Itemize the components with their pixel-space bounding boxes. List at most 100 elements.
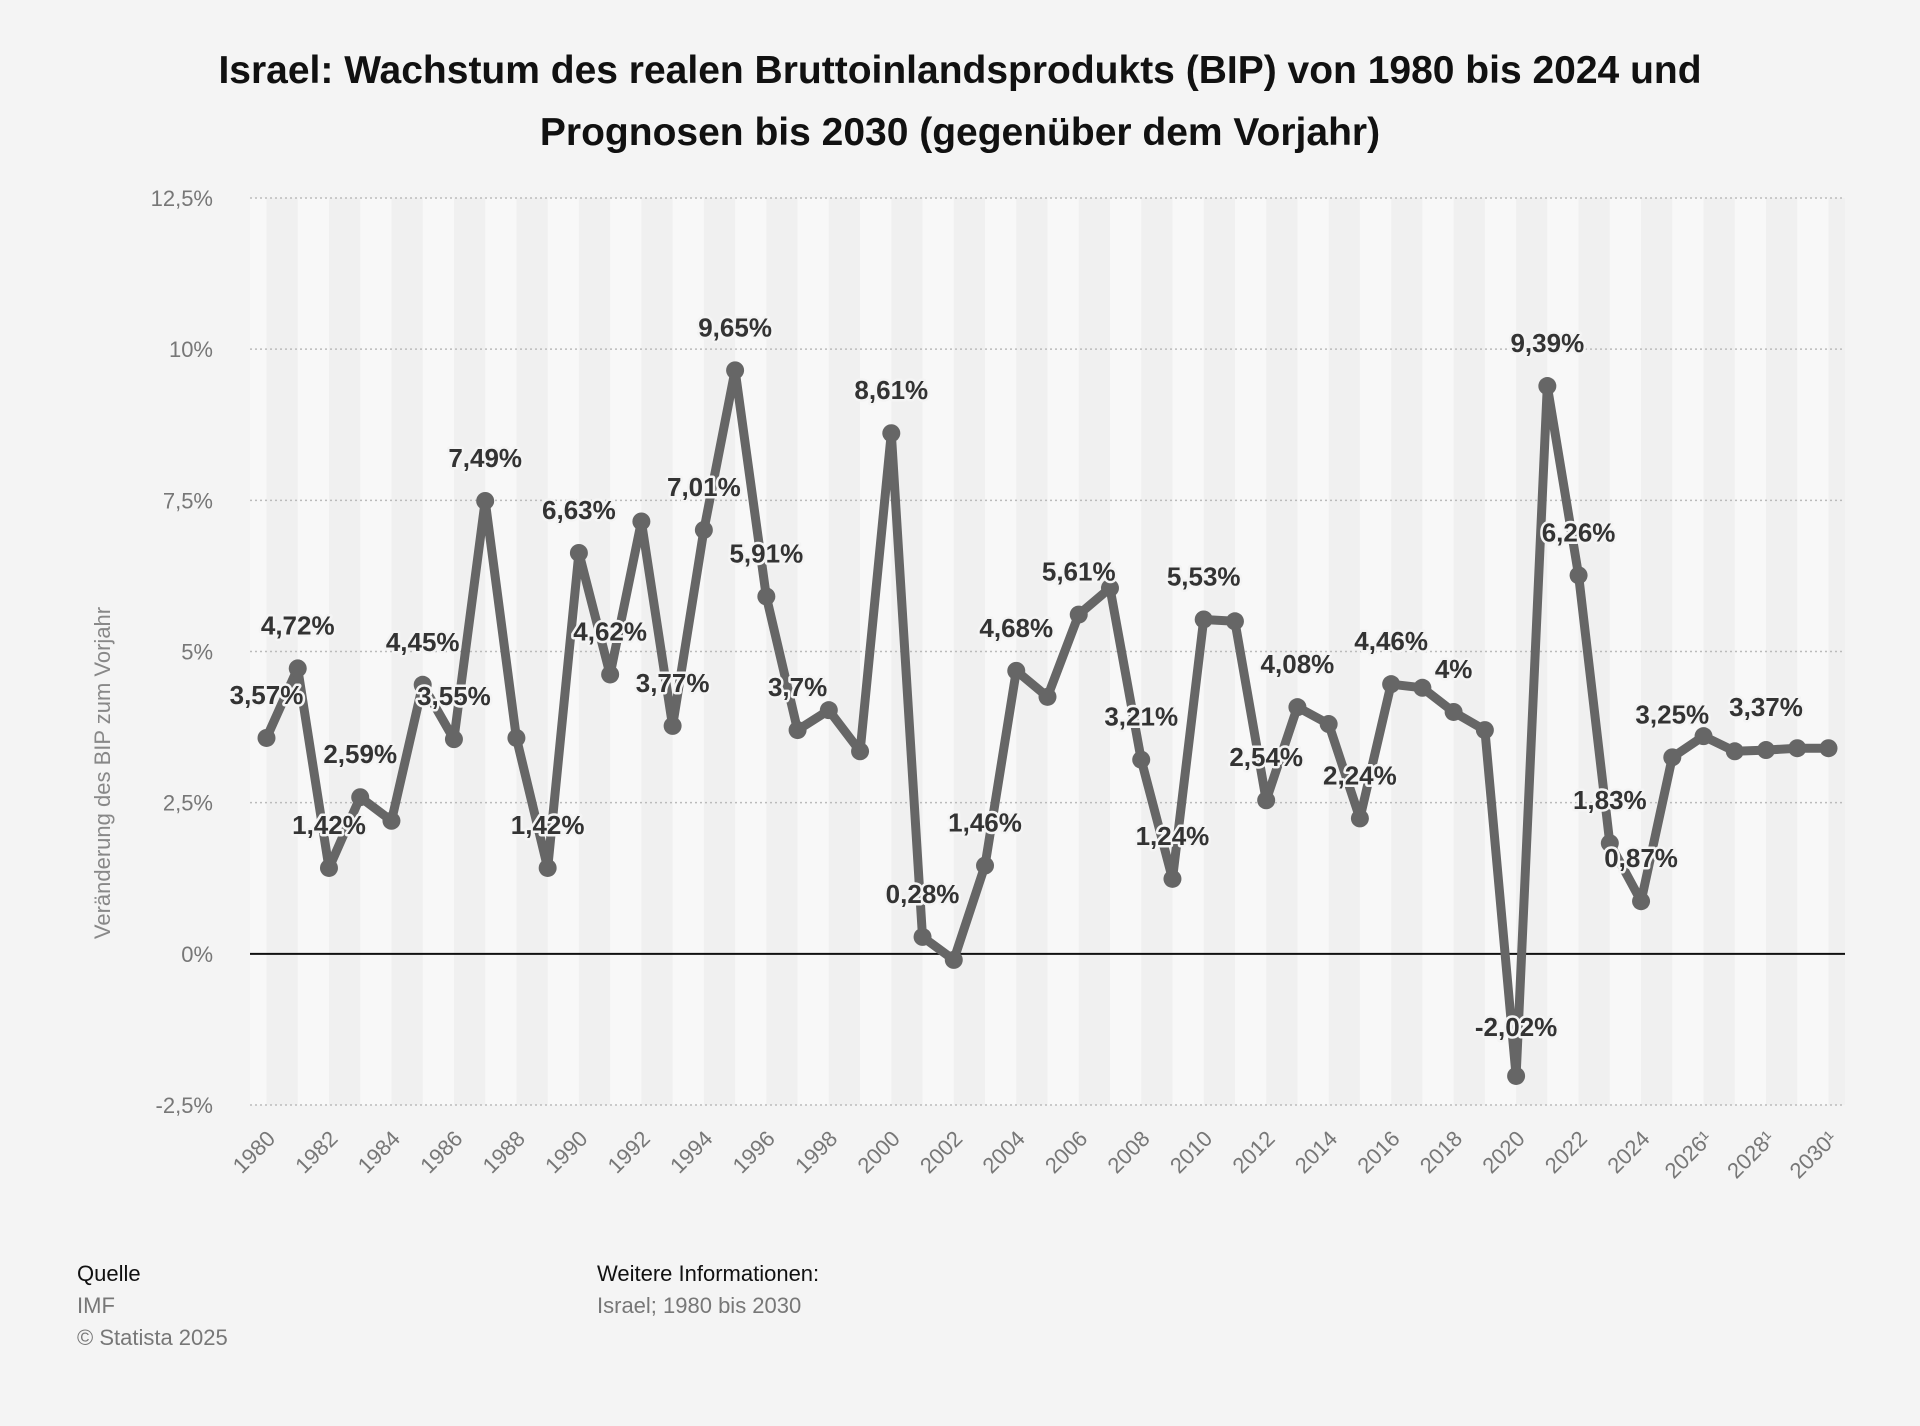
x-tick-label: 2000 (853, 1126, 905, 1178)
data-point (382, 811, 401, 830)
data-point (1819, 739, 1838, 758)
x-tick-label: 1988 (478, 1126, 530, 1178)
chart-title-line-2: Prognosen bis 2030 (gegenüber dem Vorjah… (539, 111, 1381, 154)
x-tick-label: 2010 (1165, 1126, 1217, 1178)
data-label: 2,54% (1229, 742, 1303, 772)
x-tick-label: 1986 (415, 1126, 467, 1178)
data-point (851, 742, 870, 761)
data-label: 1,46% (948, 808, 1022, 838)
column-band (922, 198, 954, 1105)
data-point (1694, 727, 1713, 746)
data-point (663, 716, 682, 735)
data-label: 9,39% (1510, 328, 1584, 358)
x-tick-label: 2022 (1540, 1126, 1592, 1178)
data-point (1382, 675, 1401, 694)
data-label: 9,65% (698, 312, 772, 342)
data-point (1257, 791, 1276, 810)
data-label: 4% (1435, 654, 1473, 684)
data-labels: 3,57% 4,72% 1,42% 2,59% 4,45% 3,55% 7,49% 1,42%… (227, 310, 1805, 1045)
data-label: 3,55% (417, 681, 491, 711)
source-block: Quelle IMF © Statista 2025 (77, 1258, 228, 1354)
data-point (444, 730, 463, 749)
x-tick-label: 2018 (1415, 1126, 1467, 1178)
y-tick-label: 10% (169, 337, 213, 362)
data-label: 7,49% (448, 443, 522, 473)
data-point (757, 587, 776, 606)
y-tick-label: 12,5% (151, 186, 213, 211)
data-label: 3,57% (230, 680, 304, 710)
chart-title-line-1: Israel: Wachstum des realen Bruttoinland… (218, 49, 1702, 92)
data-point (1319, 715, 1338, 734)
data-point (319, 858, 338, 877)
data-point (1038, 687, 1057, 706)
data-point (288, 659, 307, 678)
data-label: 4,62% (573, 616, 647, 646)
data-point (726, 361, 745, 380)
data-point (944, 950, 963, 969)
data-point (1507, 1066, 1526, 1085)
source-heading: Quelle (77, 1261, 141, 1286)
x-tick-label: 2008 (1102, 1126, 1154, 1178)
data-point (976, 856, 995, 875)
data-label: 4,68% (979, 613, 1053, 643)
x-tick-label: 1990 (540, 1126, 592, 1178)
data-label: 3,37% (1729, 692, 1803, 722)
data-points (257, 361, 1838, 1085)
data-point (1788, 739, 1807, 758)
data-label: 0,87% (1604, 843, 1678, 873)
data-label: 1,42% (511, 810, 585, 840)
data-point (1225, 612, 1244, 631)
x-tick-label: 1980 (228, 1126, 280, 1178)
data-label: 2,24% (1323, 760, 1397, 790)
x-tick-label: 2028¹ (1722, 1126, 1779, 1183)
data-label: 4,72% (261, 610, 335, 640)
data-point (1663, 748, 1682, 767)
x-tick-label: 1984 (353, 1126, 405, 1178)
data-point (1725, 742, 1744, 761)
data-point (1132, 750, 1151, 769)
y-axis-ticks: -2,5% 0% 2,5% 5% 7,5% 10% 12,5% (151, 186, 213, 1118)
y-tick-label: 0% (181, 942, 213, 967)
x-tick-label: 1996 (728, 1126, 780, 1178)
x-tick-label: 2014 (1290, 1126, 1342, 1178)
data-point (538, 858, 557, 877)
data-point (913, 927, 932, 946)
x-tick-label: 2026¹ (1660, 1126, 1717, 1183)
data-point (1350, 809, 1369, 828)
data-point (1069, 605, 1088, 624)
data-label: 6,63% (542, 495, 616, 525)
data-point (1632, 892, 1651, 911)
column-band (297, 198, 329, 1105)
data-label: 1,83% (1573, 785, 1647, 815)
data-point (601, 665, 620, 684)
data-point (1538, 377, 1557, 396)
data-label: 3,7% (768, 672, 827, 702)
info-heading: Weitere Informationen: (597, 1261, 820, 1286)
data-label: -2,02% (1475, 1012, 1557, 1042)
data-point (569, 543, 588, 562)
data-point (257, 728, 276, 747)
data-label: 2,59% (323, 739, 397, 769)
data-point (1100, 579, 1119, 598)
data-point (1444, 702, 1463, 721)
copyright: © Statista 2025 (77, 1325, 228, 1350)
chart-title: Israel: Wachstum des realen Bruttoinland… (100, 40, 1820, 164)
info-block: Weitere Informationen: Israel; 1980 bis … (597, 1258, 819, 1322)
data-label: 4,46% (1354, 626, 1428, 656)
data-point (413, 675, 432, 694)
data-point (788, 721, 807, 740)
data-label: 5,61% (1042, 557, 1116, 587)
data-point (1413, 678, 1432, 697)
y-tick-label: 2,5% (163, 791, 213, 816)
data-label: 1,24% (1136, 821, 1210, 851)
data-point (632, 512, 651, 531)
data-point (819, 701, 838, 720)
column-band (797, 198, 829, 1105)
data-point (507, 728, 526, 747)
x-tick-label: 1994 (665, 1126, 717, 1178)
source-name: IMF (77, 1293, 115, 1318)
data-label: 6,26% (1542, 517, 1616, 547)
x-tick-label: 2030¹ (1785, 1126, 1842, 1183)
x-tick-label: 1992 (603, 1126, 655, 1178)
x-axis-ticks: 1980 1982 1984 1986 1988 1990 1992 1994 1996 1998… (228, 1126, 1842, 1183)
